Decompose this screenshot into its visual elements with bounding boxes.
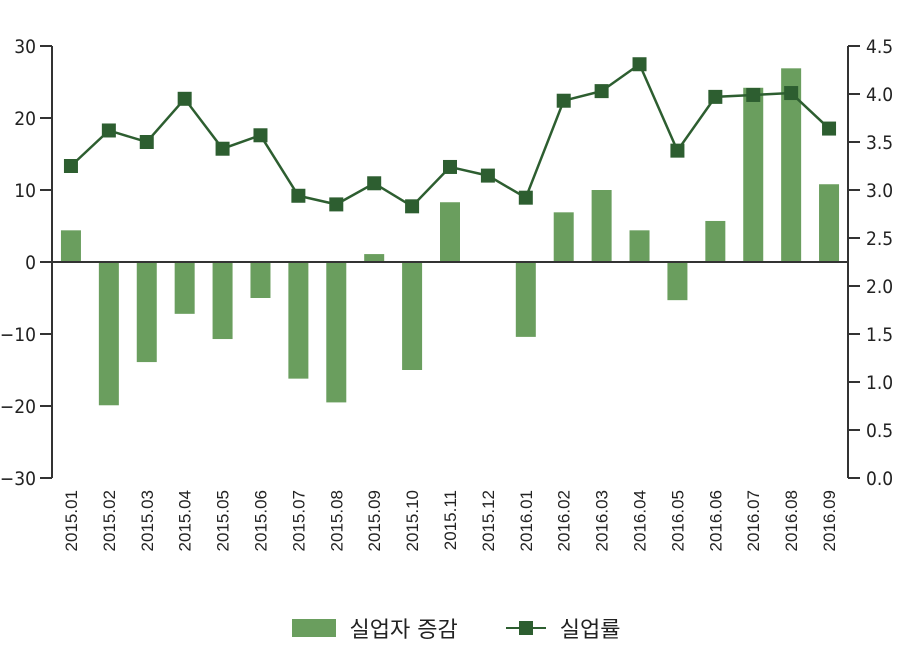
bar-2016.02 bbox=[553, 212, 574, 262]
line-marker-2015.09 bbox=[367, 176, 382, 191]
legend: 실업자 증감 실업률 bbox=[0, 612, 912, 644]
x-tick-label: 2015.01 bbox=[62, 490, 81, 551]
x-tick-label: 2015.10 bbox=[403, 490, 422, 551]
right-tick-label: 0.5 bbox=[866, 420, 893, 442]
x-tick-label: 2016.09 bbox=[820, 490, 839, 551]
x-tick-label: 2016.04 bbox=[631, 490, 650, 551]
x-tick-label: 2016.03 bbox=[593, 490, 612, 551]
bar-series-unemployed-change bbox=[60, 68, 840, 406]
bar-2015.06 bbox=[250, 262, 271, 298]
x-tick-label: 2015.09 bbox=[365, 490, 384, 551]
right-tick-label: 2.0 bbox=[866, 276, 893, 298]
x-tick-label: 2016.06 bbox=[706, 490, 725, 551]
line-marker-2016.04 bbox=[632, 57, 647, 72]
line-marker-2015.10 bbox=[405, 199, 420, 214]
axes: 30 20 10 0 −10 −20 −30 4.5 4.0 3.5 3.0 2.5 2.0 1.5 1.0… bbox=[0, 36, 893, 490]
x-tick-label: 2016.07 bbox=[744, 490, 763, 551]
x-tick-label: 2016.08 bbox=[782, 490, 801, 551]
right-tick-label: 3.0 bbox=[866, 180, 893, 202]
line-marker-2016.03 bbox=[594, 84, 609, 99]
right-tick-label: 0.0 bbox=[866, 468, 893, 490]
legend-item-line: 실업률 bbox=[505, 612, 621, 644]
line-marker-2016.01 bbox=[518, 190, 533, 205]
left-tick-label: 20 bbox=[14, 108, 36, 130]
legend-bar-label: 실업자 증감 bbox=[349, 618, 458, 643]
left-tick-label: 30 bbox=[14, 36, 36, 58]
bar-2016.03 bbox=[591, 190, 612, 262]
bar-2016.09 bbox=[819, 184, 840, 262]
line-marker-2015.01 bbox=[63, 159, 78, 173]
right-tick-label: 4.5 bbox=[866, 36, 893, 58]
line-marker-2015.06 bbox=[253, 128, 268, 143]
bar-2015.10 bbox=[402, 262, 423, 370]
line-marker-2015.03 bbox=[139, 135, 154, 149]
right-tick-label: 1.0 bbox=[866, 372, 893, 394]
line-marker-2015.12 bbox=[480, 168, 495, 183]
right-tick-label: 1.5 bbox=[866, 324, 893, 346]
line-marker-2016.09 bbox=[822, 121, 837, 136]
bar-2015.02 bbox=[98, 262, 119, 406]
bar-2015.04 bbox=[174, 262, 195, 314]
line-marker-2015.04 bbox=[177, 91, 192, 106]
line-marker-2016.05 bbox=[670, 143, 685, 158]
line-marker-2015.08 bbox=[329, 197, 344, 212]
bar-2016.04 bbox=[629, 230, 650, 262]
bar-swatch-icon bbox=[291, 619, 336, 637]
legend-line-label: 실업률 bbox=[559, 618, 621, 643]
line-marker-swatch-icon bbox=[505, 619, 546, 637]
line-series-unemployment-rate bbox=[63, 57, 837, 214]
left-tick-label: −30 bbox=[0, 468, 36, 490]
bar-2015.11 bbox=[440, 202, 460, 262]
bar-2016.05 bbox=[667, 262, 688, 301]
right-tick-label: 2.5 bbox=[866, 228, 893, 250]
legend-item-bar: 실업자 증감 bbox=[291, 612, 458, 644]
x-axis-labels: 2015.01 2015.02 2015.03 2015.04 2015.05 2015.… bbox=[62, 490, 839, 551]
x-tick-label: 2015.07 bbox=[289, 490, 308, 551]
x-tick-label: 2015.12 bbox=[479, 490, 498, 551]
bar-2015.07 bbox=[288, 262, 309, 379]
x-tick-label: 2015.03 bbox=[138, 490, 157, 551]
bar-2015.01 bbox=[60, 230, 81, 262]
bar-2016.08 bbox=[781, 68, 802, 262]
line-marker-2016.07 bbox=[746, 87, 761, 102]
bar-2015.05 bbox=[212, 262, 233, 340]
bar-2016.06 bbox=[705, 220, 726, 262]
bar-2016.07 bbox=[743, 87, 764, 262]
x-tick-label: 2015.08 bbox=[327, 490, 346, 551]
bar-2015.08 bbox=[326, 262, 347, 403]
bar-2015.03 bbox=[136, 262, 157, 363]
left-tick-label: 10 bbox=[14, 180, 36, 202]
line-marker-2015.05 bbox=[215, 141, 230, 156]
line-marker-2015.02 bbox=[101, 123, 116, 138]
right-tick-label: 3.5 bbox=[866, 132, 893, 154]
bar-2015.09 bbox=[364, 254, 385, 262]
x-tick-label: 2015.05 bbox=[214, 490, 233, 551]
x-tick-label: 2015.02 bbox=[100, 490, 119, 551]
x-tick-label: 2015.11 bbox=[441, 490, 460, 550]
bar-2016.01 bbox=[515, 262, 536, 337]
left-tick-label: −10 bbox=[0, 324, 36, 346]
line-marker-2016.08 bbox=[784, 86, 799, 101]
x-tick-label: 2016.02 bbox=[555, 490, 574, 551]
combo-chart: 30 20 10 0 −10 −20 −30 4.5 4.0 3.5 3.0 2.5 2.0 1.5 1.0… bbox=[0, 36, 893, 551]
line-marker-2015.07 bbox=[291, 188, 306, 203]
left-tick-label: 0 bbox=[25, 252, 36, 274]
x-tick-label: 2016.05 bbox=[668, 490, 687, 551]
x-tick-label: 2015.06 bbox=[251, 490, 270, 551]
x-tick-label: 2015.04 bbox=[176, 490, 195, 551]
line-marker-2015.11 bbox=[443, 159, 457, 174]
left-tick-label: −20 bbox=[0, 396, 36, 418]
line-marker-2016.02 bbox=[556, 93, 571, 108]
x-tick-label: 2016.01 bbox=[517, 490, 536, 551]
right-tick-label: 4.0 bbox=[866, 84, 893, 106]
line-marker-2016.06 bbox=[708, 89, 723, 104]
